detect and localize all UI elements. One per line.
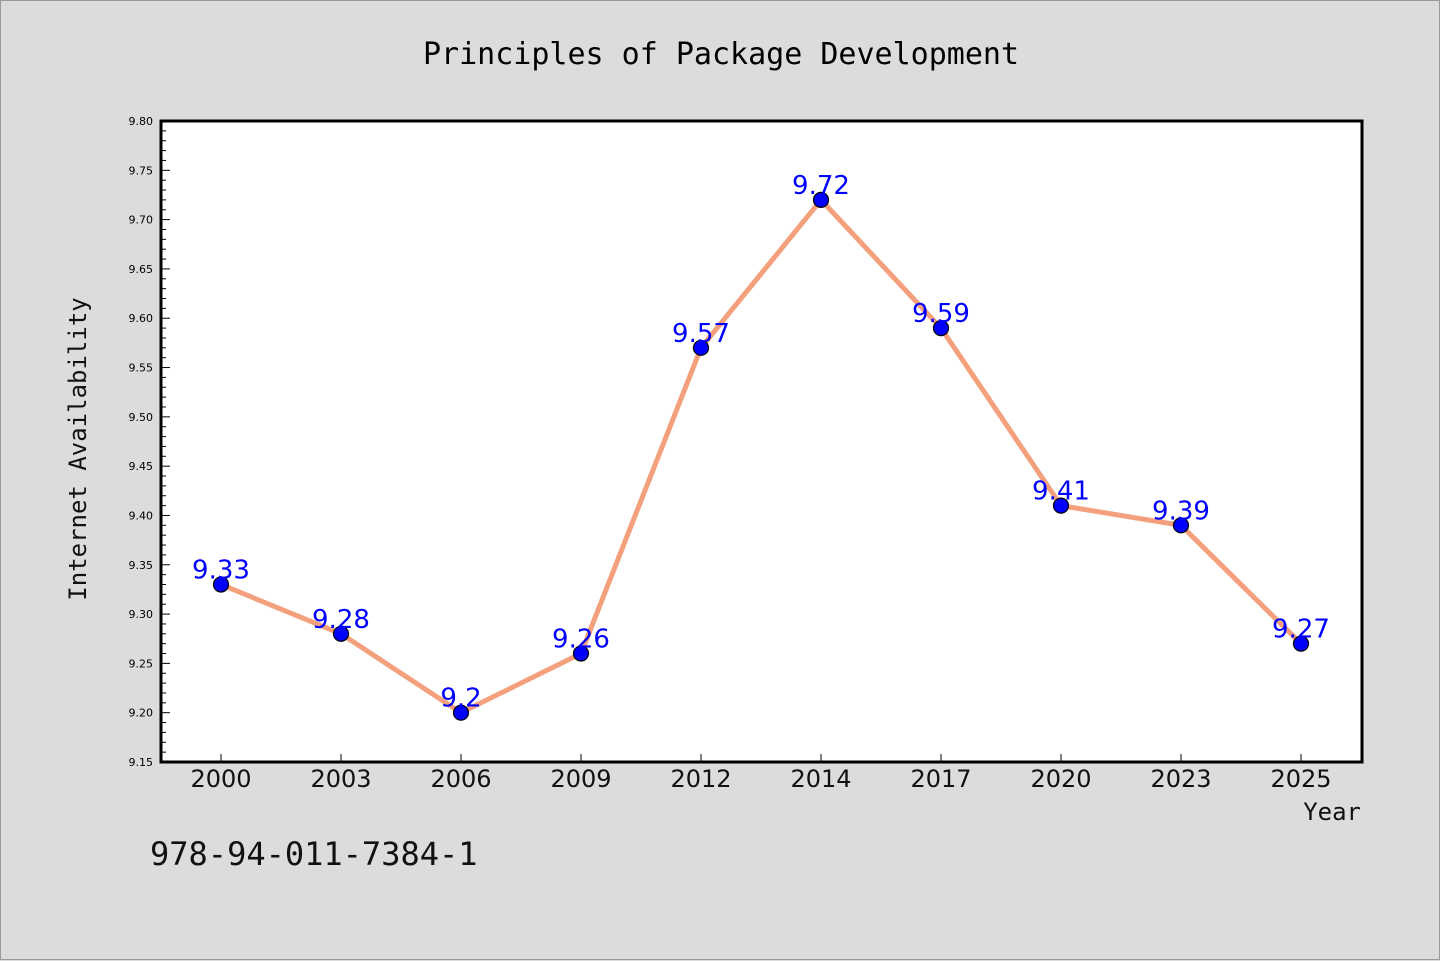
data-point [932,319,950,337]
markers-group [212,191,1310,721]
data-point [572,645,590,662]
data-label: 9.41 [1032,477,1090,507]
x-tick-label: 2023 [1150,765,1211,793]
x-axis-title: Year [1303,798,1361,826]
y-tick-label: 9.20 [129,707,154,720]
data-label: 9.57 [672,319,730,349]
data-label: 9.27 [1272,615,1330,645]
data-point [1052,497,1070,514]
y-axis-title: Internet Availability [64,297,92,600]
x-tick-label: 2025 [1270,765,1331,793]
data-label: 9.2 [440,684,481,714]
x-tick-label: 2009 [550,765,611,793]
series-line [218,197,1304,716]
y-tick-label: 9.80 [129,115,154,128]
data-label: 9.26 [552,625,610,655]
y-tick-label: 9.30 [129,608,154,621]
y-tick-label: 9.60 [129,312,154,325]
y-tick-label: 9.75 [129,164,154,177]
y-axis: 9.15 9.20 9.25 9.30 9.35 9.40 9.45 9.50 9.55 9.60… [129,115,170,769]
y-tick-label: 9.15 [129,756,154,769]
data-label: 9.72 [792,171,850,201]
isbn-text: 978-94-011-7384-1 [150,835,478,873]
x-tick-label: 2014 [790,765,851,793]
y-tick-label: 9.25 [129,657,154,670]
data-label: 9.39 [1152,496,1210,526]
data-label: 9.59 [912,299,970,329]
y-tick-label: 9.50 [129,411,154,424]
x-tick-label: 2000 [190,765,251,793]
data-labels-group: 9.33 9.28 9.2 9.26 9.57 9.72 9.59 9.41 9.39 9.27 [192,171,1330,714]
x-tick-label: 2020 [1030,765,1091,793]
y-tick-label: 9.70 [129,214,154,227]
data-point [1292,635,1310,652]
y-tick-label: 9.40 [129,509,154,522]
x-axis: 2000 2003 2006 2009 2012 2014 2017 2020 2023 2025 [190,754,1332,793]
data-point [1172,517,1190,534]
x-tick-label: 2017 [910,765,971,793]
series-line-group [218,197,1304,716]
plot-area [159,119,1364,764]
x-tick-label: 2003 [310,765,371,793]
y-tick-label: 9.45 [129,460,154,473]
y-tick-label: 9.35 [129,559,154,572]
data-point [812,191,830,208]
data-point [452,704,470,721]
data-label: 9.33 [192,555,250,585]
x-tick-label: 2006 [430,765,491,793]
y-tick-label: 9.65 [129,263,154,276]
data-point [332,625,350,642]
data-point [212,576,230,593]
x-tick-label: 2012 [670,765,731,793]
chart-title: Principles of Package Development [423,37,1019,72]
data-label: 9.28 [312,605,370,635]
y-tick-label: 9.55 [129,362,154,375]
data-point [692,339,710,356]
